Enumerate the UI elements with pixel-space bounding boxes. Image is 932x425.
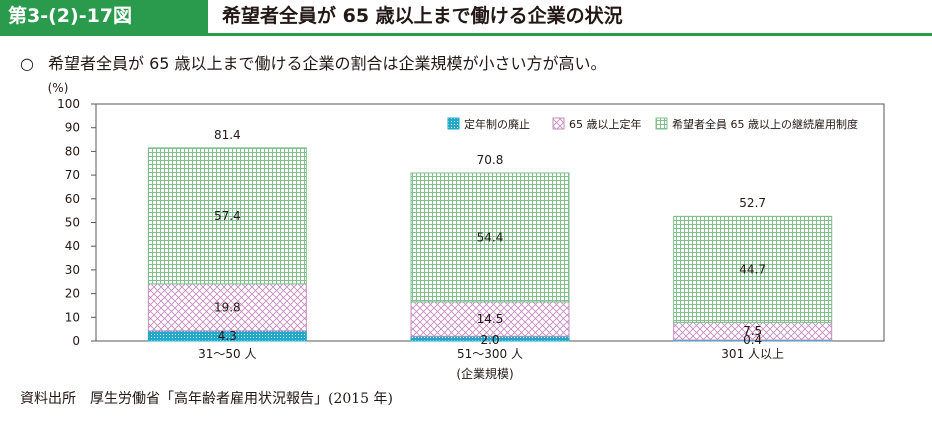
figure-number: 第3-(2)-17図	[0, 0, 208, 33]
data-label: 57.4	[214, 209, 241, 223]
y-tick-label: 100	[57, 97, 80, 111]
bar-segment-retirement-65	[410, 301, 570, 337]
y-tick-label: 90	[65, 121, 80, 135]
legend-swatch	[552, 117, 565, 130]
data-label: 2.0	[480, 333, 499, 347]
bar-segment-continued-employment	[673, 215, 833, 323]
summary-text: 希望者全員が 65 歳以上まで働ける企業の割合は企業規模が小さい方が高い。	[48, 54, 607, 73]
y-tick-label: 20	[65, 287, 80, 301]
x-axis-label: (企業規模)	[456, 366, 513, 381]
y-tick-label: 10	[65, 310, 80, 324]
y-tick-label: 60	[65, 192, 80, 206]
y-tick-label: 30	[65, 263, 80, 277]
y-tick-label: 40	[65, 239, 80, 253]
legend-swatch	[655, 117, 668, 130]
source-note: 資料出所 厚生労働省「高年齢者雇用状況報告」(2015 年)	[20, 391, 394, 407]
legend: 定年制の廃止 65 歳以上定年 希望者全員 65 歳以上の継続雇用制度	[447, 117, 858, 131]
bar-segment-continued-employment	[410, 172, 570, 303]
y-tick-label: 70	[65, 168, 80, 182]
title-bar: 第3-(2)-17図 希望者全員が 65 歳以上まで働ける企業の状況	[0, 0, 932, 36]
data-label: 4.3	[218, 329, 237, 343]
total-label: 52.7	[739, 196, 766, 210]
stacked-bar-chart: (%) 0 10 20 30 40 50 60 70 80 90 100 4.3 19.8 57.4 81…	[48, 81, 885, 381]
legend-label: 65 歳以上定年	[569, 117, 642, 131]
legend-label: 定年制の廃止	[464, 117, 530, 131]
legend-label: 希望者全員 65 歳以上の継続雇用制度	[672, 117, 858, 131]
bars: 4.3 19.8 57.4 81.4 2.0 14.5 54.4 70.8 0.47.5 44.7…	[147, 128, 833, 347]
x-tick-label: 31～50 人	[198, 347, 256, 361]
data-label: 19.8	[214, 300, 241, 314]
y-tick-label: 50	[65, 216, 80, 230]
total-label: 70.8	[477, 153, 504, 167]
y-unit-label: (%)	[48, 81, 69, 95]
summary-line: ○ 希望者全員が 65 歳以上まで働ける企業の割合は企業規模が小さい方が高い。	[20, 50, 607, 74]
legend-swatch	[447, 117, 460, 130]
x-axis: 31～50 人 51～300 人 301 人以上	[198, 347, 784, 361]
y-tick-label: 80	[65, 144, 80, 158]
y-tick-label: 0	[72, 334, 80, 348]
data-label: 44.7	[739, 262, 766, 276]
bullet-icon: ○	[20, 54, 34, 73]
data-label: 14.5	[477, 312, 504, 326]
data-label: 0.4	[743, 333, 762, 347]
x-tick-label: 51～300 人	[457, 347, 523, 361]
figure-title: 希望者全員が 65 歳以上まで働ける企業の状況	[222, 5, 623, 27]
data-label: 7.5	[743, 324, 762, 338]
total-label: 81.4	[214, 128, 241, 142]
bar-segment-continued-employment	[147, 147, 307, 285]
x-tick-label: 301 人以上	[721, 347, 784, 361]
data-label: 54.4	[477, 230, 504, 244]
